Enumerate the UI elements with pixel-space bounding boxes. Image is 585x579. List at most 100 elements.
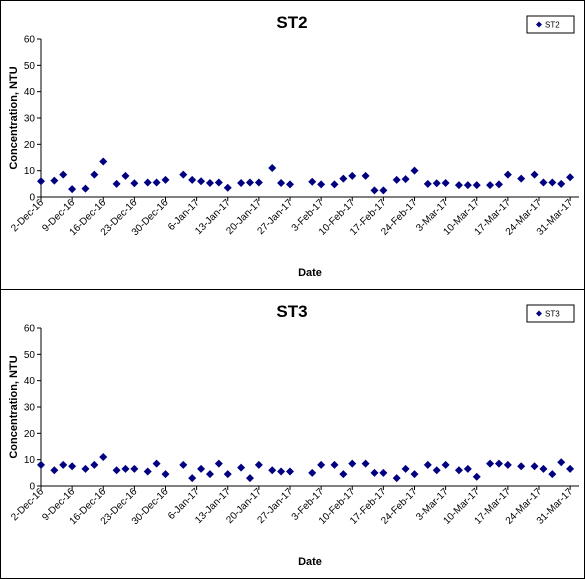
data-point-st2 xyxy=(205,179,214,188)
data-point-st2 xyxy=(392,175,401,184)
data-point-st2 xyxy=(143,178,152,187)
data-point-st2 xyxy=(517,174,526,183)
y-tick-label: 10 xyxy=(24,455,36,466)
data-point-st3 xyxy=(370,468,379,477)
data-point-st2 xyxy=(179,170,188,179)
data-point-st2 xyxy=(530,170,539,179)
data-point-st2 xyxy=(99,157,108,166)
data-point-st3 xyxy=(214,459,223,468)
data-point-st3 xyxy=(486,459,495,468)
data-point-st2 xyxy=(557,179,566,188)
y-tick-label: 40 xyxy=(24,376,36,387)
legend-label: ST3 xyxy=(545,310,560,319)
data-point-st2 xyxy=(423,179,432,188)
data-point-st3 xyxy=(205,470,214,479)
data-point-st3 xyxy=(121,464,130,473)
data-point-st3 xyxy=(277,467,286,476)
y-tick-label: 50 xyxy=(24,350,36,361)
legend-label: ST2 xyxy=(545,21,560,30)
data-point-st3 xyxy=(197,464,206,473)
data-point-st2 xyxy=(441,179,450,188)
y-tick-label: 20 xyxy=(24,429,36,440)
data-point-st3 xyxy=(90,460,99,469)
data-point-st3 xyxy=(566,464,575,473)
data-point-st3 xyxy=(161,470,170,479)
data-point-st2 xyxy=(330,180,339,189)
data-point-st2 xyxy=(81,184,90,193)
data-point-st2 xyxy=(370,186,379,195)
data-point-st3 xyxy=(37,460,45,469)
data-point-st3 xyxy=(494,459,503,468)
y-tick-label: 10 xyxy=(24,166,36,177)
data-point-st2 xyxy=(401,175,410,184)
chart-title: ST2 xyxy=(276,13,307,32)
data-point-st3 xyxy=(503,460,512,469)
y-tick-label: 0 xyxy=(29,193,35,204)
x-axis-title: Date xyxy=(298,267,322,279)
data-point-st3 xyxy=(361,459,370,468)
data-point-st2 xyxy=(454,181,463,190)
data-point-st3 xyxy=(423,460,432,469)
data-point-st2 xyxy=(268,164,277,173)
y-tick-label: 40 xyxy=(24,87,36,98)
y-tick-label: 50 xyxy=(24,61,36,72)
data-point-st2 xyxy=(161,175,170,184)
data-point-st3 xyxy=(330,460,339,469)
data-point-st3 xyxy=(410,470,419,479)
data-point-st3 xyxy=(517,462,526,471)
data-point-st2 xyxy=(432,179,441,188)
data-point-st3 xyxy=(81,464,90,473)
y-tick-label: 20 xyxy=(24,140,36,151)
data-point-st3 xyxy=(237,463,246,472)
data-point-st2 xyxy=(188,175,197,184)
data-point-st3 xyxy=(68,462,77,471)
data-point-st2 xyxy=(59,170,68,179)
data-point-st3 xyxy=(317,460,326,469)
data-point-st2 xyxy=(37,177,45,186)
data-point-st3 xyxy=(245,474,254,483)
legend-box xyxy=(526,304,575,323)
data-point-st3 xyxy=(152,459,161,468)
legend-marker-icon xyxy=(536,310,542,317)
y-axis-title: Concentration, NTU xyxy=(8,355,20,458)
legend-marker-icon xyxy=(536,21,542,28)
data-point-st3 xyxy=(557,458,566,467)
chart-st3: ST301020304050602-Dec-169-Dec-1616-Dec-1… xyxy=(8,302,579,568)
data-point-st3 xyxy=(254,460,263,469)
data-point-st2 xyxy=(214,178,223,187)
data-point-st3 xyxy=(308,468,317,477)
data-point-st2 xyxy=(472,181,481,190)
data-point-st3 xyxy=(348,459,357,468)
data-point-st2 xyxy=(317,180,326,189)
data-point-st2 xyxy=(348,171,357,180)
data-point-st2 xyxy=(566,173,575,182)
data-point-st3 xyxy=(379,468,388,477)
data-point-st2 xyxy=(277,179,286,188)
y-tick-label: 30 xyxy=(24,403,36,414)
data-point-st3 xyxy=(339,470,348,479)
data-point-st2 xyxy=(90,170,99,179)
data-point-st3 xyxy=(548,470,557,479)
data-point-st3 xyxy=(392,474,401,483)
data-point-st2 xyxy=(197,177,206,186)
data-point-st2 xyxy=(339,174,348,183)
legend: ST2 xyxy=(526,15,575,34)
data-point-st2 xyxy=(463,181,472,190)
data-point-st2 xyxy=(410,166,419,175)
data-point-st2 xyxy=(68,185,77,194)
data-point-st2 xyxy=(486,181,495,190)
data-point-st2 xyxy=(503,170,512,179)
data-point-st3 xyxy=(472,472,481,481)
legend-box xyxy=(526,15,575,34)
data-point-st3 xyxy=(143,467,152,476)
chart-title: ST3 xyxy=(276,302,307,321)
y-tick-label: 30 xyxy=(24,114,36,125)
data-point-st3 xyxy=(50,466,59,475)
data-point-st2 xyxy=(361,171,370,180)
data-point-st2 xyxy=(548,178,557,187)
data-point-st2 xyxy=(285,180,294,189)
data-point-st2 xyxy=(494,180,503,189)
data-point-st3 xyxy=(285,467,294,476)
data-point-st2 xyxy=(379,186,388,195)
data-point-st3 xyxy=(179,460,188,469)
